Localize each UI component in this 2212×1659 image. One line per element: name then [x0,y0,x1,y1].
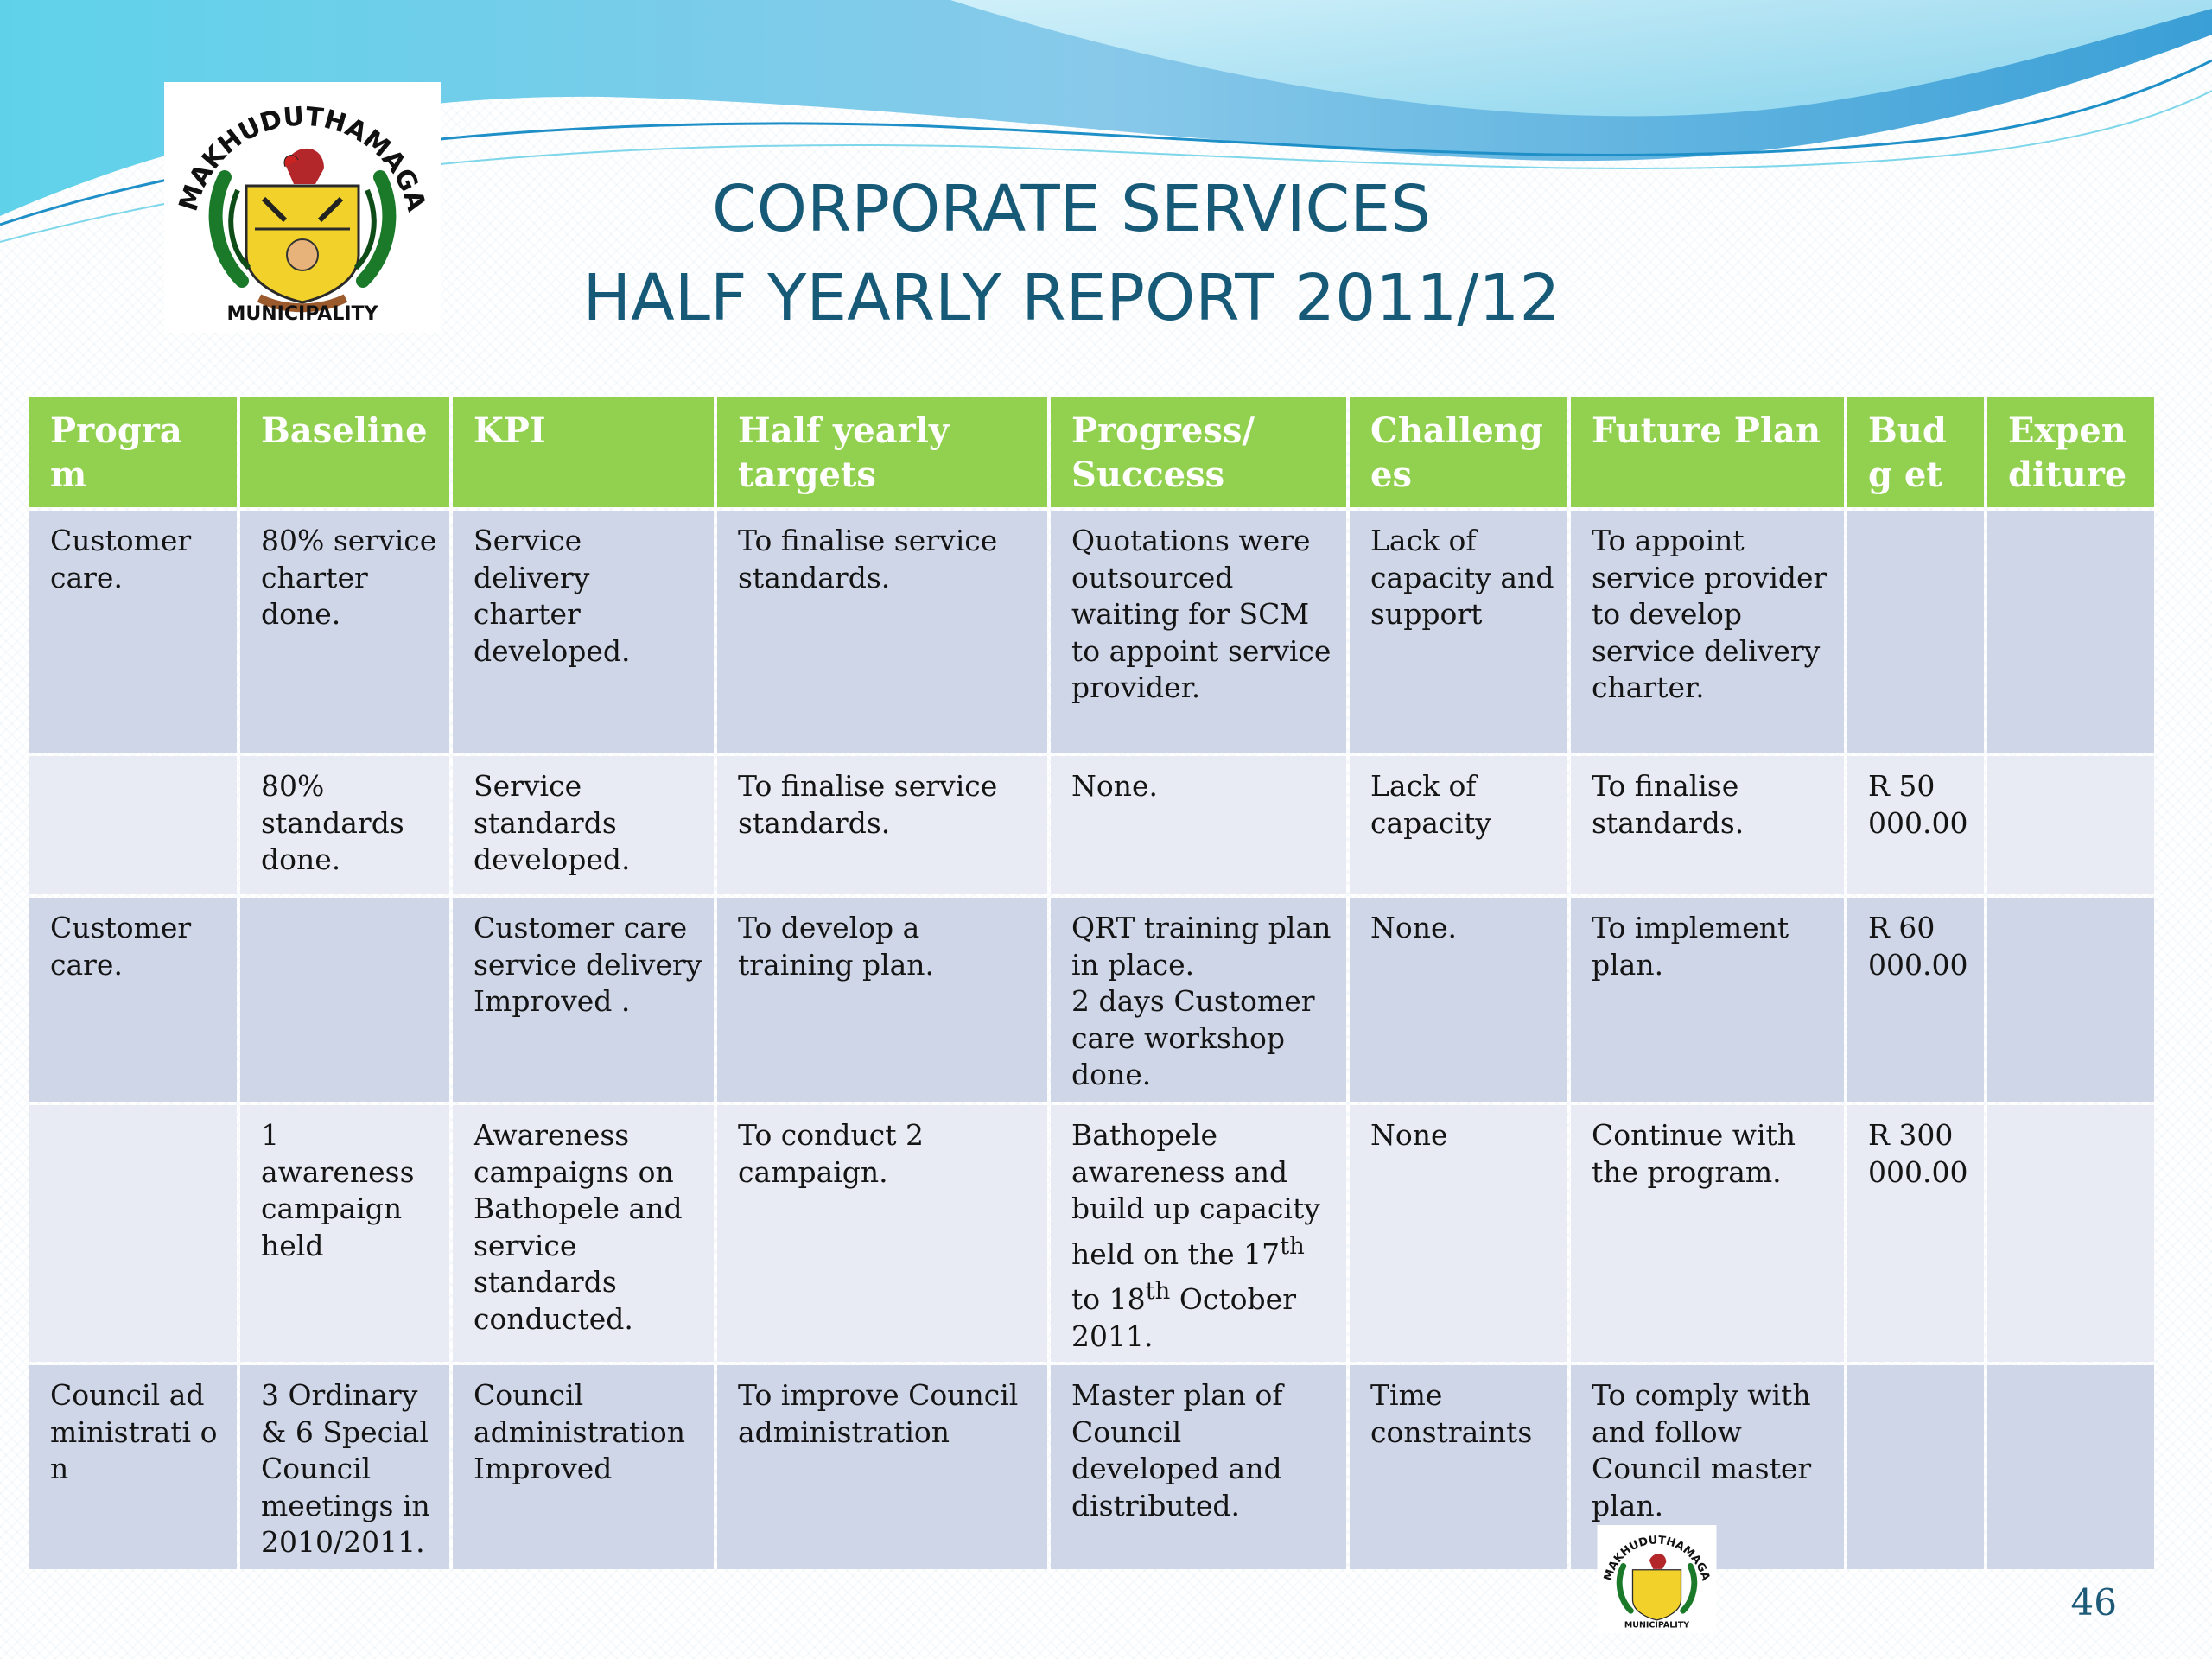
cell-budget: R 300 000.00 [1847,1105,1984,1362]
header-progress-success: Progress/ Success [1051,397,1346,507]
cell-budget [1847,1365,1984,1569]
cell-target: To develop a training plan. [717,898,1047,1102]
header-baseline: Baseline [240,397,449,507]
table-header-row: Program Baseline KPI Half yearly targets… [29,397,2154,507]
svg-text:MUNICIPALITY: MUNICIPALITY [1624,1621,1689,1630]
progress-text-a: Bathopele awareness and build up capacit… [1071,1118,1320,1271]
header-expenditure: Expen diture [1987,397,2154,507]
cell-challenges: None. [1350,898,1567,1102]
cell-kpi: Awareness campaigns on Bathopele and ser… [453,1105,714,1362]
cell-progress: None. [1051,756,1346,894]
cell-kpi: Council administration Improved [453,1365,714,1569]
cell-expenditure [1987,511,2154,753]
cell-progress: Bathopele awareness and build up capacit… [1051,1105,1346,1362]
header-challenges: Challeng es [1350,397,1567,507]
cell-progress: QRT training plan in place. 2 days Custo… [1051,898,1346,1102]
header-budget: Budg et [1847,397,1984,507]
cell-expenditure [1987,756,2154,894]
cell-baseline: 1 awareness campaign held [240,1105,449,1362]
cell-target: To conduct 2 campaign. [717,1105,1047,1362]
municipality-logo-small: MAKHUDUTHAMAGA MUNICIPALITY [1597,1525,1717,1633]
cell-challenges: Lack of capacity [1350,756,1567,894]
page-number: 46 [2070,1581,2117,1624]
progress-text-c: October 2011. [1071,1282,1296,1353]
cell-progress: Quotations were outsourced waiting for S… [1051,511,1346,753]
cell-baseline [240,898,449,1102]
progress-line-1: QRT training plan in place. [1071,911,1332,982]
cell-budget: R 50 000.00 [1847,756,1984,894]
cell-expenditure [1987,898,2154,1102]
table-row: Council administrati on 3 Ordinary & 6 S… [29,1365,2154,1569]
cell-kpi: Service delivery charter developed. [453,511,714,753]
cell-program: Customer care. [29,898,237,1102]
slide-title-line1: CORPORATE SERVICES [712,172,1431,246]
table-row: Customer care. 80% service charter done.… [29,511,2154,753]
progress-sup-2: th [1145,1277,1171,1305]
cell-target: To finalise service standards. [717,511,1047,753]
municipality-logo: MAKHUDUTHAMAGA MUNICIPALITY [164,82,441,333]
cell-future-plan: To finalise standards. [1571,756,1844,894]
cell-future-plan: To appoint service provider to develop s… [1571,511,1844,753]
cell-expenditure [1987,1365,2154,1569]
cell-challenges: Time constraints [1350,1365,1567,1569]
table-row: 1 awareness campaign held Awareness camp… [29,1105,2154,1362]
cell-expenditure [1987,1105,2154,1362]
header-half-yearly-targets: Half yearly targets [717,397,1047,507]
cell-program: Council administrati on [29,1365,237,1569]
cell-future-plan: Continue with the program. [1571,1105,1844,1362]
progress-line-2: 2 days Customer care workshop done. [1071,984,1315,1091]
cell-budget [1847,511,1984,753]
header-challenges-part1: Challeng es [1370,410,1543,495]
slide-title-line2: HALF YEARLY REPORT 2011/12 [582,261,1560,335]
progress-text-b: to 18 [1071,1282,1146,1316]
half-yearly-report-table: Program Baseline KPI Half yearly targets… [26,393,2158,1573]
cell-future-plan: To implement plan. [1571,898,1844,1102]
header-kpi: KPI [453,397,714,507]
table-row: 80% standards done. Service standards de… [29,756,2154,894]
cell-baseline: 80% service charter done. [240,511,449,753]
progress-sup-1: th [1280,1231,1305,1260]
cell-target: To improve Council administration [717,1365,1047,1569]
cell-baseline: 80% standards done. [240,756,449,894]
header-program: Program [29,397,237,507]
cell-kpi: Service standards developed. [453,756,714,894]
cell-program [29,756,237,894]
cell-target: To finalise service standards. [717,756,1047,894]
svg-text:MUNICIPALITY: MUNICIPALITY [227,303,379,325]
table-row: Customer care. Customer care service del… [29,898,2154,1102]
cell-program [29,1105,237,1362]
cell-kpi: Customer care service delivery Improved … [453,898,714,1102]
cell-challenges: Lack of capacity and support [1350,511,1567,753]
cell-progress: Master plan of Council developed and dis… [1051,1365,1346,1569]
cell-challenges: None [1350,1105,1567,1362]
cell-program: Customer care. [29,511,237,753]
cell-budget: R 60 000.00 [1847,898,1984,1102]
header-future-plan: Future Plan [1571,397,1844,507]
cell-baseline: 3 Ordinary & 6 Special Council meetings … [240,1365,449,1569]
